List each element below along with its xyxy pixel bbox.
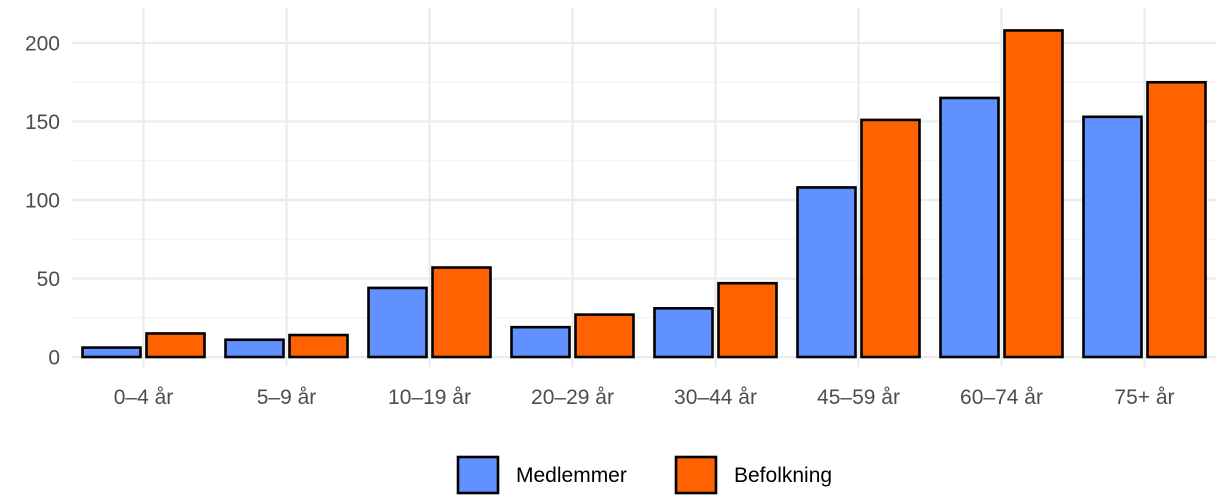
bar-medlemmer [1082, 115, 1143, 359]
y-axis: 0 50 100 150 200 [25, 33, 60, 370]
bar-medlemmer [653, 307, 714, 359]
y-tick-label: 50 [37, 268, 60, 291]
bar-befolkning [860, 118, 921, 359]
y-tick-label: 100 [25, 190, 60, 213]
y-tick-label: 150 [25, 111, 60, 134]
bar-medlemmer [796, 186, 857, 359]
x-tick-label: 5–9 år [257, 386, 317, 409]
bar-medlemmer [939, 96, 1000, 359]
bar-befolkning [431, 266, 492, 359]
bar-medlemmer [81, 346, 142, 359]
bar-befolkning [1003, 29, 1064, 359]
legend-label-befolkning: Befolkning [734, 464, 832, 487]
x-tick-label: 45–59 år [817, 386, 900, 409]
bar-befolkning [1146, 80, 1207, 359]
x-tick-label: 10–19 år [388, 386, 471, 409]
y-tick-label: 0 [48, 347, 60, 370]
legend: Medlemmer Befolkning [456, 455, 832, 495]
legend-swatch-medlemmer [456, 455, 500, 495]
legend-label-medlemmer: Medlemmer [516, 464, 627, 487]
bar-befolkning [145, 332, 206, 359]
y-tick-label: 200 [25, 33, 60, 56]
x-axis: 0–4 år 5–9 år 10–19 år 20–29 år 30–44 år 45–5… [114, 386, 1175, 409]
bar-medlemmer [367, 286, 428, 359]
x-tick-label: 30–44 år [674, 386, 757, 409]
bars [81, 29, 1207, 359]
x-tick-label: 60–74 år [960, 386, 1043, 409]
x-tick-label: 75+ år [1114, 386, 1174, 409]
bar-befolkning [288, 333, 349, 359]
bar-medlemmer [224, 338, 285, 359]
x-tick-label: 20–29 år [531, 386, 614, 409]
legend-swatch-befolkning [674, 455, 718, 495]
x-tick-label: 0–4 år [114, 386, 174, 409]
bar-befolkning [717, 281, 778, 359]
bar-medlemmer [510, 325, 571, 359]
bar-befolkning [574, 313, 635, 359]
grid-lines [72, 8, 1216, 367]
